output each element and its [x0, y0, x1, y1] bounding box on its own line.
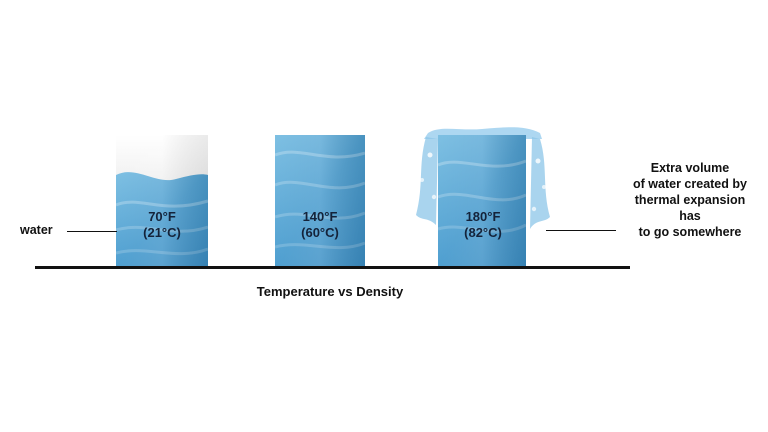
beaker-140f-label: 140°F (60°C) [270, 209, 370, 241]
temp-fahrenheit: 180°F [465, 209, 501, 224]
note-line: thermal expansion [634, 193, 746, 207]
note-line: has [679, 209, 701, 223]
beaker-180f [410, 125, 555, 267]
beaker-140f [275, 135, 365, 267]
temp-fahrenheit: 140°F [302, 209, 338, 224]
beaker-70f [116, 135, 208, 267]
note-line: of water created by [633, 177, 747, 191]
expansion-note: Extra volume of water created by thermal… [620, 160, 760, 240]
beaker-180f-label: 180°F (82°C) [433, 209, 533, 241]
temp-fahrenheit: 70°F [148, 209, 176, 224]
diagram-caption: Temperature vs Density [256, 284, 404, 299]
note-leader-line [546, 230, 616, 232]
water-label: water [20, 223, 53, 237]
temp-celsius: (21°C) [143, 225, 181, 240]
temp-celsius: (82°C) [464, 225, 502, 240]
note-line: to go somewhere [638, 225, 742, 239]
water-leader-line [67, 231, 117, 233]
baseline [35, 266, 630, 269]
beaker-70f-label: 70°F (21°C) [112, 209, 212, 241]
temp-celsius: (60°C) [301, 225, 339, 240]
note-line: Extra volume [650, 161, 730, 175]
